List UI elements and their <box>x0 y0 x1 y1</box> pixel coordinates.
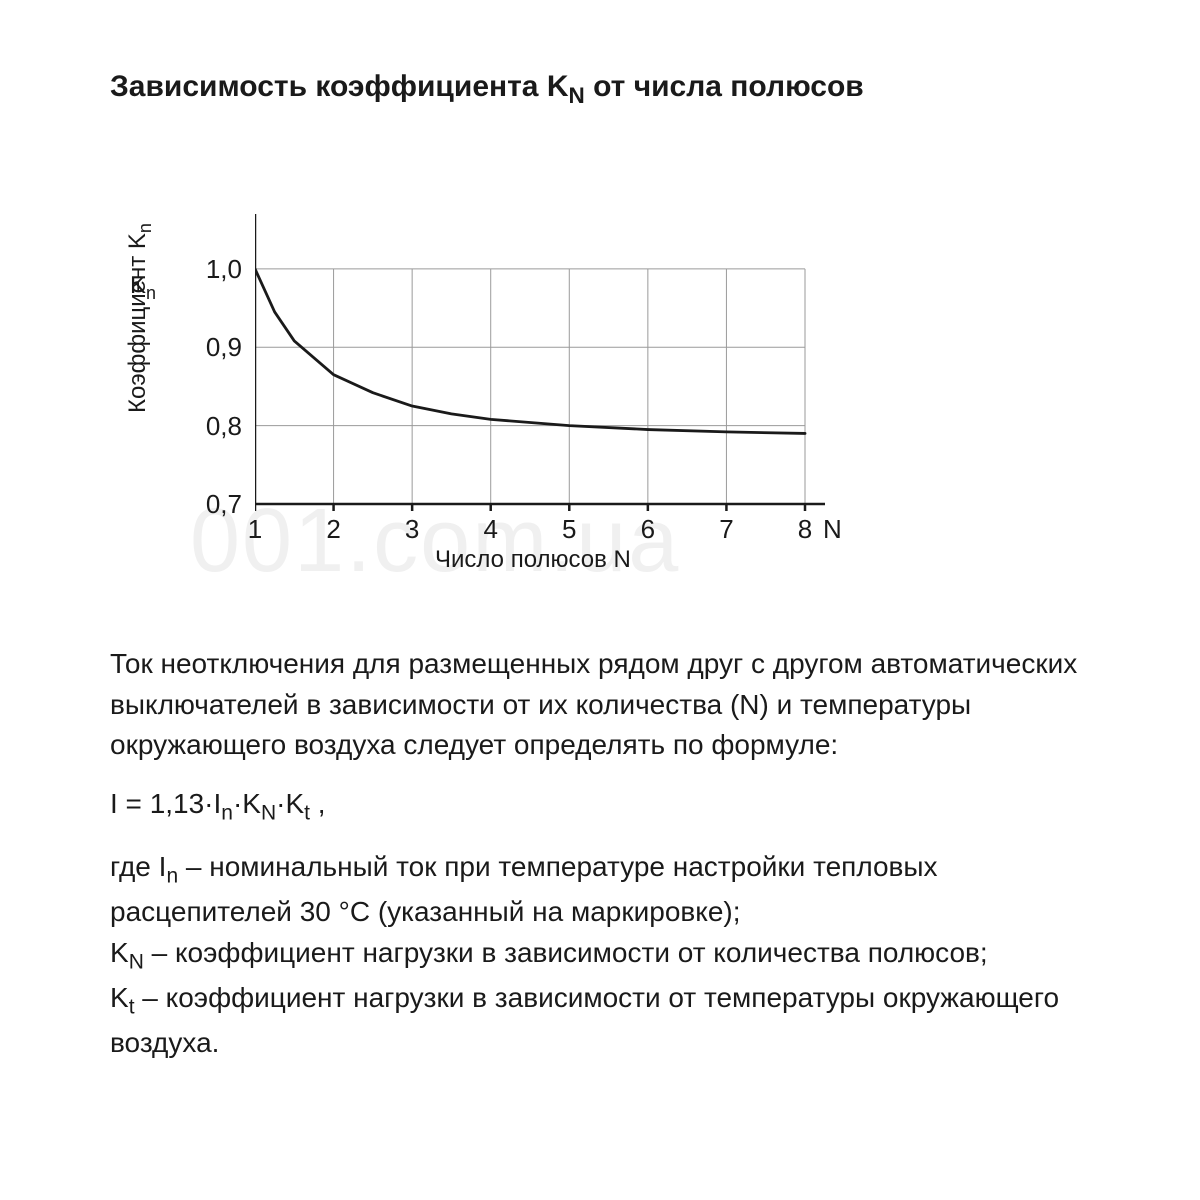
y-tick-label: 1,0 <box>200 254 242 285</box>
formula: I = 1,13·In·KN·Kt , <box>110 788 1090 826</box>
y-axis-label: Коэффициент Kn <box>124 223 156 413</box>
page-title: Зависимость коэффициента KN от числа пол… <box>110 70 1090 109</box>
kn-chart: Kn Коэффициент Kn 0,70,80,91,012345678NЧ… <box>140 164 910 594</box>
x-tick-label: 7 <box>714 514 738 545</box>
x-tick-label: 1 <box>243 514 267 545</box>
x-tick-label: 6 <box>636 514 660 545</box>
x-tick-label: 8 <box>793 514 817 545</box>
x-axis-label: Число полюсов N <box>435 546 631 574</box>
y-tick-label: 0,7 <box>200 489 242 520</box>
x-tick-label: 3 <box>400 514 424 545</box>
definitions: где In – номинальный ток при температуре… <box>110 847 1090 1063</box>
y-tick-label: 0,9 <box>200 332 242 363</box>
chart-svg <box>255 214 835 534</box>
x-tick-label: 2 <box>322 514 346 545</box>
description-paragraph: Ток неотключения для размещенных рядом д… <box>110 644 1090 766</box>
plot-area <box>255 214 835 534</box>
x-tick-label: 4 <box>479 514 503 545</box>
x-tick-label: 5 <box>557 514 581 545</box>
y-tick-label: 0,8 <box>200 411 242 442</box>
x-end-label: N <box>823 514 842 545</box>
